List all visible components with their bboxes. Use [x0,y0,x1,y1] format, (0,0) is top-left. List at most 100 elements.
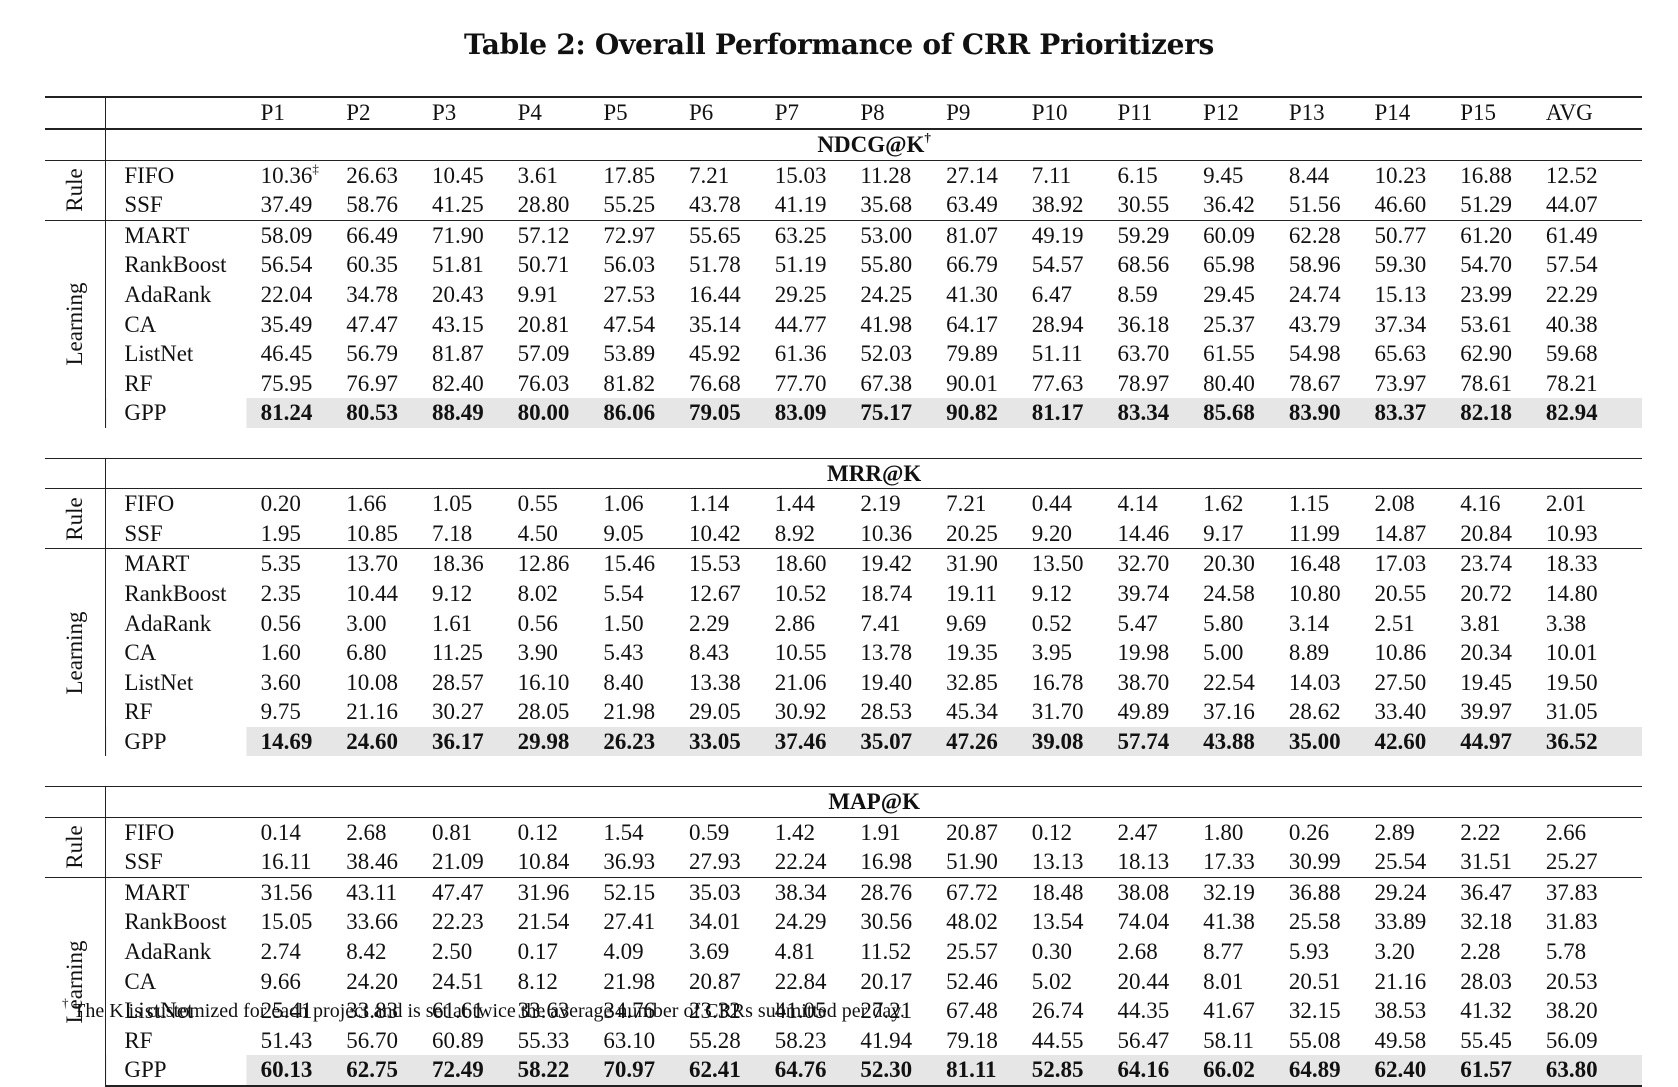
method-name: RankBoost [124,909,227,935]
value-text: 41.94 [860,1027,913,1053]
value-cell: 17.85 [603,159,689,191]
value-cell: 8.40 [603,668,689,698]
value-cell: 35.49 [261,310,347,340]
value-cell: 0.12 [1031,816,1118,848]
metric-title: MRR@K [106,458,1642,489]
value-cell: 52.15 [603,876,689,908]
value-cell: 62.41 [689,1055,775,1087]
value-text: 20.87 [689,968,741,994]
value-text: 44.55 [1031,1027,1084,1053]
value-cell: 10.85 [346,518,432,550]
value-cell: 9.45 [1203,159,1289,191]
value-cell: 49.58 [1375,1026,1461,1056]
value-cell: 67.72 [946,876,1032,908]
value-cell: 56.47 [1117,1026,1203,1056]
column-header-p5: P5 [603,96,689,130]
value-cell: 53.00 [860,219,947,251]
value-cell: 32.15 [1289,996,1375,1026]
metric-title: MAP@K [106,787,1642,818]
value-cell: 83.90 [1288,398,1375,428]
value-text: 5.43 [603,640,644,666]
value-text: 3.90 [517,640,558,666]
value-cell: 39.97 [1460,697,1546,727]
value-text: 59.29 [1117,222,1170,248]
value-text: 19.42 [860,551,913,577]
value-cell: 56.03 [603,250,689,280]
value-text: 85.68 [1203,400,1255,426]
value-cell: 15.13 [1375,280,1461,310]
value-text: 81.11 [946,1057,997,1083]
value-cell: 49.89 [1117,697,1203,727]
value-text: 56.70 [346,1027,398,1053]
value-text: 37.46 [774,728,827,754]
value-text: 73.97 [1374,370,1427,396]
value-text: 21.09 [431,849,484,875]
value-text: 32.15 [1288,998,1341,1024]
value-cell: 90.82 [946,398,1032,428]
value-cell: 0.12 [517,816,604,848]
value-text: 44.77 [774,311,827,337]
value-cell: 39.74 [1117,579,1203,609]
value-text: 38.08 [1117,879,1170,905]
column-header-p6: P6 [689,96,775,130]
value-cell: 18.60 [774,548,861,579]
value-text: 27.41 [603,909,656,935]
method-name: ListNet [124,998,194,1024]
value-text: 8.43 [689,640,730,666]
value-text: 75.95 [260,370,313,396]
value-text: 33.83 [346,998,398,1024]
value-cell: 0.14 [260,816,347,848]
value-text: 63.49 [946,192,998,218]
value-text: 24.51 [431,968,484,994]
value-cell: 81.24 [260,398,347,428]
value-cell: 18.48 [1031,876,1118,908]
value-cell: 5.93 [1289,937,1375,967]
value-text: 10.42 [689,520,741,546]
method-name: SSF [105,847,261,878]
column-header-row: P1 P2 P3 P4 P5 P6 P7 P8 P9 P10 P11 P12 P13 P14 P15 AVG [45,96,1642,130]
value-text: 14.69 [260,728,313,754]
value-cell: 83.37 [1374,398,1461,428]
value-cell: 44.77 [775,310,861,340]
value-cell: 22.23 [432,907,518,937]
metric-title-text: NDCG@K [817,132,925,157]
value-cell: 4.09 [603,937,689,967]
value-text: 55.65 [689,222,741,248]
value-cell: 5.02 [1032,967,1118,997]
value-text: 1.44 [774,491,815,517]
value-text: 4.81 [774,939,815,965]
value-cell: 29.98 [517,726,604,757]
value-cell: 61.57 [1460,1055,1546,1087]
value-text: 57.74 [1117,728,1170,754]
value-text: 0.30 [1031,939,1072,965]
value-text: 7.21 [689,162,730,188]
value-text: 14.03 [1288,669,1341,695]
value-cell: 43.88 [1203,726,1289,757]
value-text: 19.50 [1545,669,1598,695]
value-text: 24.25 [860,281,913,307]
value-text: 25.37 [1203,311,1255,337]
value-text: 10.08 [346,669,398,695]
value-cell: 2.68 [1117,937,1203,967]
value-text: 29.45 [1203,281,1255,307]
column-header-p10: P10 [1031,96,1118,130]
method-name: FIFO [105,816,261,848]
value-text: 7.18 [431,520,473,546]
value-text: 13.38 [689,669,741,695]
value-cell: 68.56 [1117,250,1203,280]
value-cell: 27.14 [946,159,1032,191]
value-text: 1.95 [260,520,301,546]
value-text: 5.78 [1545,939,1587,965]
value-text: 9.05 [603,520,644,546]
value-text: 2.50 [431,939,473,965]
value-text: 37.16 [1203,699,1255,725]
value-text: 1.80 [1203,819,1244,845]
value-cell: 50.71 [518,250,604,280]
value-text: 52.15 [603,879,656,905]
value-cell: 54.70 [1460,250,1546,280]
value-text: 52.03 [860,341,913,367]
value-cell: 78.21 [1546,369,1642,399]
value-cell: 19.35 [946,638,1032,668]
value-text: 35.07 [860,728,913,754]
group-learning: Learning [45,219,107,428]
